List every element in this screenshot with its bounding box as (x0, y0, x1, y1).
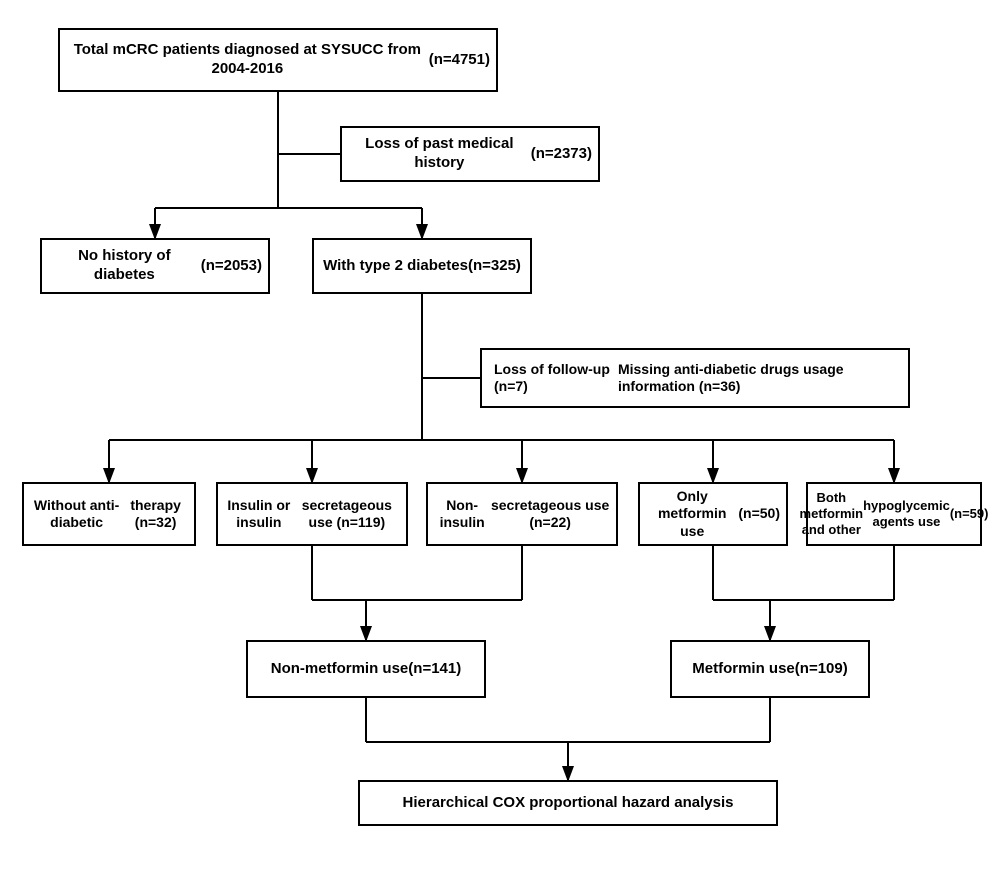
node-loss-fu: Loss of follow-up (n=7)Missing anti-diab… (480, 348, 910, 408)
node-loss-history: Loss of past medical history(n=2373) (340, 126, 600, 182)
node-no-diabetes-line1: No history of diabetes (48, 247, 201, 285)
node-loss-history-line2: (n=2373) (531, 145, 592, 164)
node-only-met-line1: Only metformin use (646, 488, 738, 541)
node-met-use-line2: (n=109) (795, 660, 848, 679)
node-insulin: Insulin or insulinsecretageous use (n=11… (216, 482, 408, 546)
node-type2-line2: (n=325) (468, 257, 521, 276)
node-met-use: Metformin use(n=109) (670, 640, 870, 698)
node-both-met-line2: hypoglycemic agents use (863, 498, 950, 531)
node-insulin-line2: secretageous use (n=119) (294, 497, 400, 532)
node-only-met-line2: (n=50) (738, 505, 780, 523)
node-no-therapy-line2: therapy (n=32) (123, 497, 188, 532)
node-no-diabetes: No history of diabetes(n=2053) (40, 238, 270, 294)
node-total: Total mCRC patients diagnosed at SYSUCC … (58, 28, 498, 92)
node-met-use-line1: Metformin use (692, 660, 795, 679)
node-non-met-line1: Non-metformin use (271, 660, 409, 679)
node-type2-line1: With type 2 diabetes (323, 257, 468, 276)
node-type2: With type 2 diabetes(n=325) (312, 238, 532, 294)
node-loss-fu-line1: Loss of follow-up (n=7) (494, 361, 618, 396)
node-no-diabetes-line2: (n=2053) (201, 257, 262, 276)
node-non-met-line2: (n=141) (408, 660, 461, 679)
node-insulin-line1: Insulin or insulin (224, 497, 294, 532)
node-no-therapy-line1: Without anti-diabetic (30, 497, 123, 532)
flowchart-stage: Total mCRC patients diagnosed at SYSUCC … (0, 0, 1000, 872)
node-non-insulin-line1: Non-insulin (434, 497, 490, 532)
node-loss-history-line1: Loss of past medical history (348, 135, 531, 173)
node-cox-line1: Hierarchical COX proportional hazard ana… (403, 794, 734, 813)
node-only-met: Only metformin use(n=50) (638, 482, 788, 546)
node-non-insulin-line2: secretageous use (n=22) (490, 497, 610, 532)
node-non-met: Non-metformin use(n=141) (246, 640, 486, 698)
node-both-met-line1: Both metformin and other (800, 490, 864, 539)
node-total-line1: Total mCRC patients diagnosed at SYSUCC … (66, 41, 429, 79)
node-both-met-line3: (n=59) (950, 506, 989, 522)
node-cox: Hierarchical COX proportional hazard ana… (358, 780, 778, 826)
node-no-therapy: Without anti-diabetictherapy (n=32) (22, 482, 196, 546)
node-total-line2: (n=4751) (429, 51, 490, 70)
node-both-met: Both metformin and otherhypoglycemic age… (806, 482, 982, 546)
node-loss-fu-line2: Missing anti-diabetic drugs usage inform… (618, 361, 902, 396)
node-non-insulin: Non-insulinsecretageous use (n=22) (426, 482, 618, 546)
